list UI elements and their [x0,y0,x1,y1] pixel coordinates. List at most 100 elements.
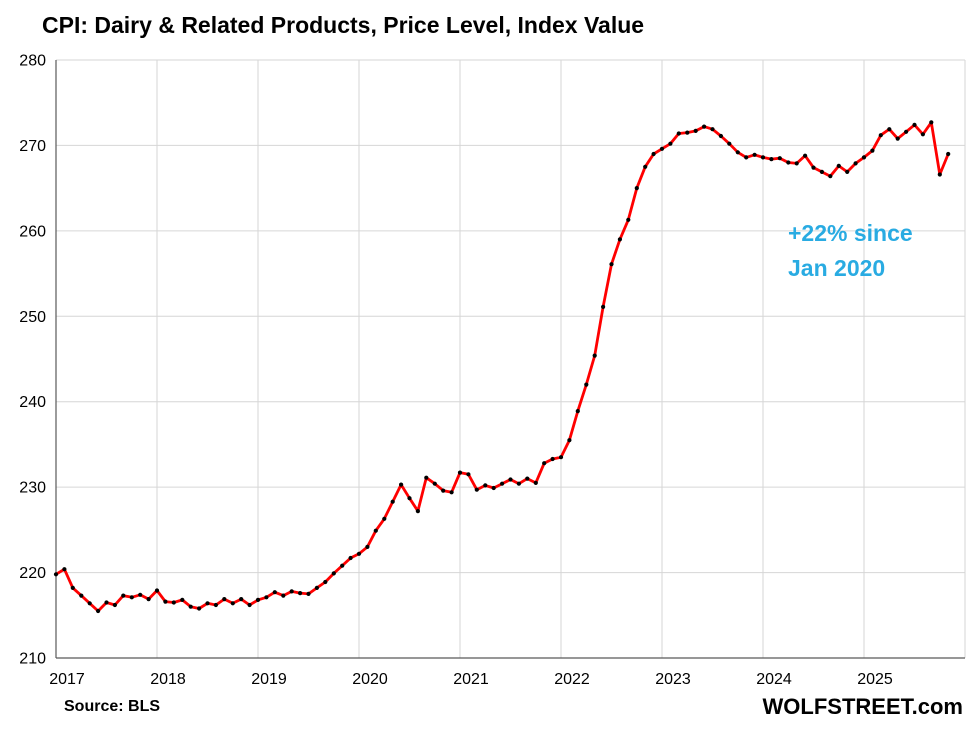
data-point-marker [668,141,673,146]
data-point-marker [508,477,513,482]
data-point-marker [390,499,395,504]
data-point-marker [96,608,101,614]
data-point-marker [138,592,143,597]
data-point-marker [255,597,261,603]
data-point-marker [937,172,942,177]
data-point-marker [415,509,420,514]
chart-title: CPI: Dairy & Related Products, Price Lev… [42,12,645,38]
data-point-marker [129,595,134,600]
data-point-marker [735,150,740,155]
data-point-marker [500,481,505,486]
x-axis-tick-label: 2025 [857,671,893,688]
y-axis-tick-label: 230 [19,480,46,497]
y-axis-tick-label: 270 [19,138,46,155]
data-point-marker [483,483,488,488]
data-point-marker [230,601,235,606]
data-point-marker [365,544,370,550]
data-point-marker [592,353,597,358]
branding-label: WOLFSTREET.com [762,694,963,719]
data-point-marker [205,601,210,606]
data-point-marker [744,155,749,160]
data-point-marker [752,152,757,157]
x-axis-tick-label: 2018 [150,671,186,688]
data-point-marker [803,153,808,158]
annotation-line2: Jan 2020 [788,254,886,281]
data-point-marker [769,157,774,162]
data-point-marker [516,481,522,486]
y-axis-tick-label: 250 [19,309,46,326]
data-point-marker [525,476,530,481]
data-point-marker [702,124,707,129]
data-point-marker [272,590,277,595]
data-point-marker [895,136,900,141]
data-point-marker [432,481,437,486]
annotation-line1: +22% since [788,220,913,246]
data-point-marker [239,597,244,602]
data-point-marker [87,601,92,606]
data-point-marker [264,595,269,600]
data-point-marker [53,572,59,577]
data-point-marker [853,161,858,166]
data-point-marker [491,485,496,491]
data-point-marker [281,593,286,598]
data-point-marker [188,604,193,609]
data-point-marker [533,480,538,485]
data-point-marker [643,164,648,169]
data-point-marker [617,237,623,242]
data-point-marker [70,585,75,591]
data-point-marker [659,146,665,151]
data-point-marker [154,588,160,593]
data-point-marker [323,579,328,585]
data-point-marker [348,555,353,561]
data-point-marker [693,128,698,133]
x-axis-tick-label: 2024 [756,671,792,688]
data-point-marker [601,304,606,309]
x-axis-tick-label: 2022 [554,671,590,688]
data-point-marker [407,496,412,501]
data-point-marker [542,461,547,466]
data-point-marker [912,122,917,127]
data-point-marker [62,567,67,572]
data-point-marker [710,127,715,132]
data-point-marker [794,161,799,166]
data-point-marker [466,472,471,477]
x-axis-tick-label: 2019 [251,671,287,688]
data-point-marker [558,455,564,460]
data-point-marker [146,597,151,602]
data-point-marker [609,262,614,267]
data-point-marker [567,438,572,443]
y-axis-tick-label: 210 [19,651,46,668]
y-axis-tick-label: 280 [19,53,46,70]
data-point-marker [887,127,892,132]
data-point-marker [171,600,176,605]
data-point-marker [163,599,168,604]
data-point-marker [760,155,766,160]
cpi-line-series [54,121,950,613]
data-point-marker [946,151,951,157]
data-point-marker [878,133,883,138]
data-point-marker [247,602,252,608]
data-point-marker [457,470,463,475]
data-point-marker [929,120,934,125]
data-point-marker [474,487,479,492]
data-point-marker [331,571,336,576]
data-point-marker [449,490,454,495]
annotation-22pct-since-jan-2020: +22% since Jan 2020 [788,216,913,285]
data-point-marker [836,163,841,168]
data-point-marker [870,148,875,153]
data-point-marker [424,475,429,480]
data-point-marker [314,585,319,591]
data-point-marker [727,141,732,146]
data-point-marker [828,174,833,179]
data-point-marker [382,516,387,521]
data-point-marker [920,132,926,137]
data-point-marker [180,597,185,603]
data-point-marker [373,528,378,533]
data-point-marker [213,602,218,608]
data-point-marker [222,597,227,602]
data-point-marker [121,593,126,598]
data-point-marker [575,409,580,414]
data-point-marker [718,133,724,139]
